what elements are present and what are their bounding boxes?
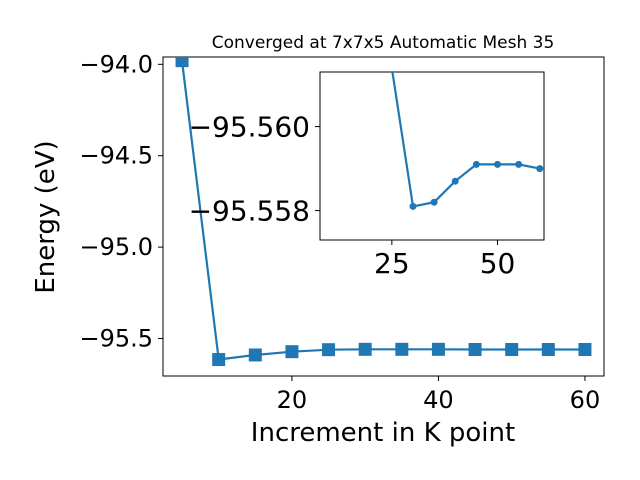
inset-data-point <box>536 165 544 173</box>
inset-data-point <box>472 160 480 168</box>
inset-y-tick-label: −95.560 <box>189 111 310 144</box>
x-axis-label: Increment in K point <box>251 418 515 448</box>
inset-x-tick-label: 50 <box>480 247 516 280</box>
main-data-point <box>395 342 409 356</box>
main-data-point <box>358 342 372 356</box>
main-x-tick-label: 40 <box>423 386 454 414</box>
inset-data-point <box>515 160 523 168</box>
main-y-tick-label: −94.5 <box>79 142 153 170</box>
main-data-point <box>578 342 592 356</box>
y-axis-label: Energy (eV) <box>31 140 61 293</box>
main-data-point <box>285 345 299 359</box>
inset-series-line <box>391 72 541 208</box>
main-data-point <box>322 343 336 357</box>
inset-x-tick-label: 25 <box>374 247 410 280</box>
main-y-tick-label: −95.0 <box>79 233 153 261</box>
main-data-point <box>431 342 445 356</box>
main-y-tick-label: −95.5 <box>79 325 153 353</box>
inset-data-point <box>430 198 438 206</box>
main-data-point <box>175 57 189 68</box>
main-x-tick-label: 20 <box>277 386 308 414</box>
main-data-point <box>541 342 555 356</box>
main-data-point <box>468 342 482 356</box>
main-data-point <box>212 353 226 367</box>
inset-data-point <box>494 160 502 168</box>
main-data-point <box>505 342 519 356</box>
chart-title: Converged at 7x7x5 Automatic Mesh 35 <box>212 33 555 53</box>
inset-data-point <box>409 202 417 210</box>
main-x-tick-label: 60 <box>570 386 601 414</box>
inset-y-tick-label: −95.558 <box>189 195 310 228</box>
main-y-tick-label: −94.0 <box>79 50 153 78</box>
inset-data-point <box>451 177 459 185</box>
inset-plot-frame <box>319 71 545 241</box>
main-data-point <box>248 348 262 362</box>
inset-plot: 25 50 −95.560 −95.558 <box>189 71 545 280</box>
